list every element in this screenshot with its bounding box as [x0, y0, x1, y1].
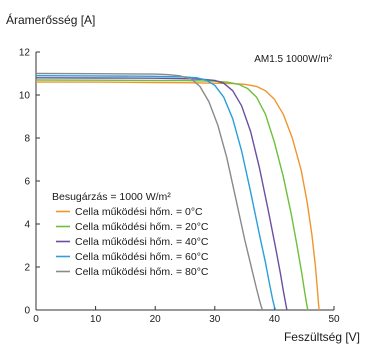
x-tick-label: 30 [209, 314, 221, 325]
series-line-2 [35, 77, 288, 311]
curves [35, 72, 320, 311]
x-tick-label: 50 [328, 314, 340, 325]
series-line-3 [35, 75, 277, 311]
y-tick-label: 4 [24, 220, 30, 231]
y-tick-label: 8 [24, 134, 30, 145]
y-tick-label: 6 [24, 177, 30, 188]
series-line-0 [36, 81, 320, 311]
x-tick-label: 20 [150, 314, 162, 325]
x-axis-label: Feszültség [V] [284, 330, 360, 344]
y-tick-label: 0 [24, 306, 30, 317]
y-tick-label: 12 [19, 48, 31, 59]
legend-label-1: Cella működési hőm. = 20°C [75, 221, 209, 233]
legend-label-2: Cella működési hőm. = 40°C [75, 236, 209, 248]
axes: 0 10 20 30 40 50 0 2 4 6 8 10 12 [19, 48, 340, 326]
y-tick-label: 10 [19, 91, 31, 102]
legend-label-4: Cella működési hőm. = 80°C [75, 266, 209, 278]
chart-annotation: AM1.5 1000W/m² [254, 54, 332, 65]
x-tick-label: 0 [33, 314, 39, 325]
legend: Besugárzás = 1000 W/m² Cella működési hő… [52, 191, 209, 278]
series-line-1 [35, 79, 309, 311]
x-tick-label: 10 [90, 314, 102, 325]
y-axis-label: Áramerősség [A] [6, 12, 95, 27]
legend-label-3: Cella működési hőm. = 60°C [75, 251, 209, 263]
y-tick-label: 2 [24, 263, 30, 274]
series-line-4 [35, 72, 264, 311]
legend-label-0: Cella működési hőm. = 0°C [75, 206, 203, 218]
x-tick-label: 40 [269, 314, 281, 325]
legend-title: Besugárzás = 1000 W/m² [52, 191, 171, 203]
